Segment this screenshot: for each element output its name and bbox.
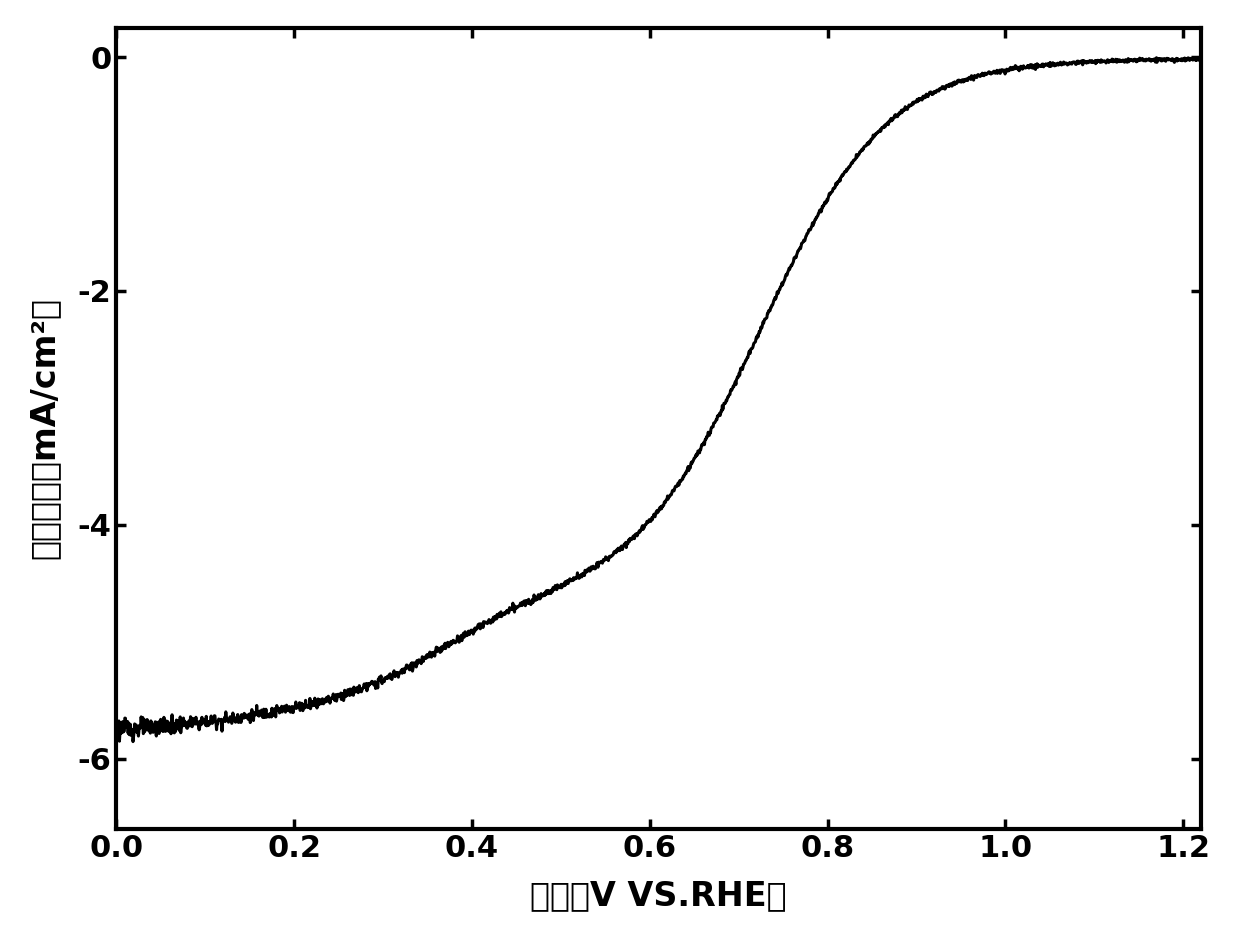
- X-axis label: 电势（V VS.RHE）: 电势（V VS.RHE）: [531, 879, 787, 912]
- Y-axis label: 电流密度（mA/cm²）: 电流密度（mA/cm²）: [27, 297, 61, 559]
